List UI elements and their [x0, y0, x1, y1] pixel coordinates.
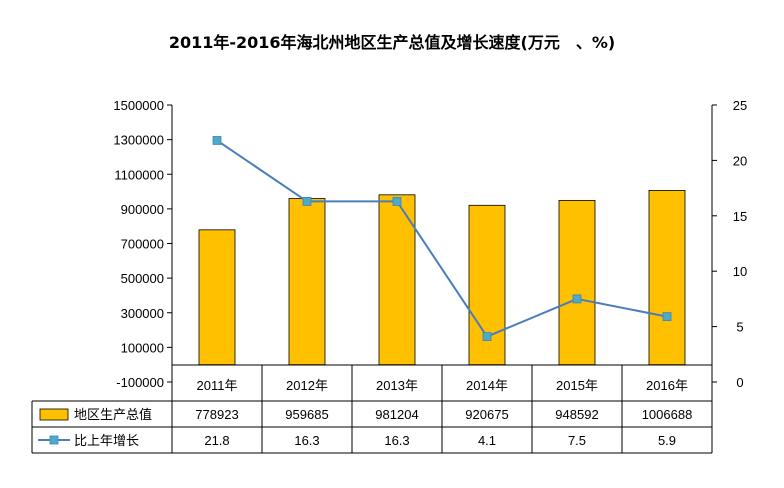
chart-title: 2011年-2016年海北州地区生产总值及增长速度(万元 、%): [169, 33, 615, 52]
y-right-tick-label: 20: [733, 153, 747, 168]
x-tick-label: 2013年: [376, 378, 418, 393]
bar-gdp: [378, 194, 416, 366]
y-right-tick-label: 0: [736, 375, 743, 390]
x-tick-label: 2016年: [646, 378, 688, 393]
data-label-gdp: 920675: [465, 407, 508, 422]
y-left-tick-label: -100000: [116, 375, 164, 390]
plot-area: 1500000 1300000 1100000 900000 700000 500000 3…: [31, 98, 747, 454]
x-tick-label: 2014年: [466, 378, 508, 393]
legend-label-growth: 比上年增长: [74, 434, 139, 449]
y-left-tick-label: 500000: [121, 271, 164, 286]
line-growth: [216, 139, 668, 338]
marker-growth: [302, 196, 312, 206]
bar-gdp: [648, 190, 686, 366]
y-left-tick-label: 1100000: [114, 167, 164, 182]
data-label-gdp: 1006688: [642, 407, 693, 422]
data-label-gdp: 948592: [555, 407, 598, 422]
data-label-gdp: 778923: [195, 407, 238, 422]
x-tick-label: 2012年: [286, 378, 328, 393]
legend-key-gdp: [39, 408, 69, 421]
data-label-growth: 7.5: [568, 433, 586, 448]
marker-growth: [662, 312, 672, 322]
bar-gdp: [198, 229, 236, 366]
data-label-growth: 4.1: [478, 433, 496, 448]
data-label-gdp: 981204: [375, 407, 418, 422]
marker-growth: [212, 136, 222, 145]
y-left-tick-label: 1300000: [113, 133, 164, 148]
x-tick-label: 2011年: [197, 378, 238, 393]
marker-growth: [392, 196, 402, 206]
x-tick-label: 2015年: [556, 378, 598, 393]
legend-label-gdp: 地区生产总值: [74, 407, 152, 423]
y-right-tick-label: 15: [733, 209, 747, 224]
legend-key-growth-marker: [49, 435, 59, 445]
data-label-growth: 21.8: [204, 433, 229, 448]
data-label-growth: 16.3: [294, 433, 319, 448]
data-label-growth: 16.3: [384, 433, 409, 448]
y-left-tick-label: 900000: [121, 202, 164, 217]
bar-gdp: [558, 200, 596, 366]
y-left-tick-label: 100000: [121, 340, 164, 355]
y-left-tick-label: 700000: [121, 237, 164, 252]
y-right-tick-label: 25: [733, 98, 747, 113]
data-label-gdp: 959685: [285, 407, 328, 422]
y-left-tick-label: 300000: [121, 306, 164, 321]
y-right-tick-label: 10: [733, 264, 747, 279]
marker-growth: [482, 332, 492, 341]
data-label-growth: 5.9: [658, 433, 676, 448]
y-right-tick-label: 5: [736, 320, 743, 335]
marker-growth: [572, 294, 582, 304]
y-left-tick-label: 1500000: [113, 98, 164, 113]
bar-gdp: [288, 198, 326, 366]
